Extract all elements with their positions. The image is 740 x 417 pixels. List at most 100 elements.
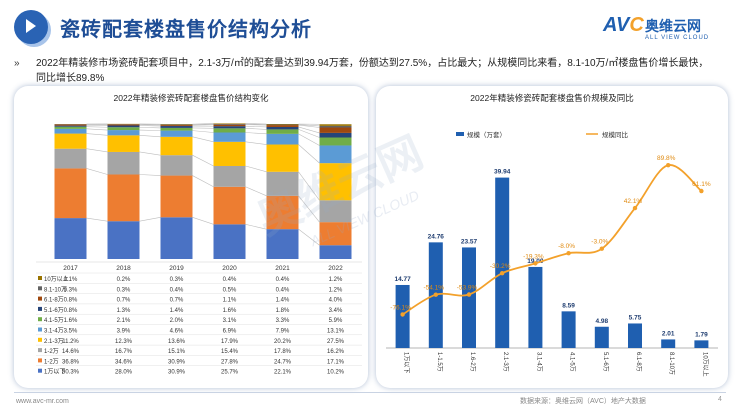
table-cell: 0.4% [276, 287, 290, 293]
stacked-bar-segment [266, 124, 299, 125]
stacked-bar-segment [319, 222, 352, 246]
scale-bar [661, 339, 676, 348]
table-cell: 6.9% [223, 329, 237, 335]
table-cell: 24.7% [274, 359, 292, 365]
stacked-bar-segment [213, 165, 246, 187]
table-cell: 7.9% [276, 329, 290, 335]
table-cell: 27.8% [221, 359, 239, 365]
series-connector-line [192, 123, 214, 125]
year-label: 2019 [169, 265, 184, 272]
yoy-value-label: -53.9% [457, 285, 478, 292]
stacked-bar-segment [213, 186, 246, 225]
legend-swatch [38, 317, 42, 322]
table-cell: 34.6% [115, 359, 133, 365]
table-cell: 0.4% [276, 277, 290, 283]
stacked-bar-segment [107, 127, 140, 131]
legend-label: 4.1-5万 [44, 317, 64, 324]
yoy-value-label: 42.1% [624, 198, 643, 205]
stacked-bar-segment [213, 126, 246, 129]
table-cell: 1.1% [223, 298, 237, 304]
series-connector-line [139, 216, 161, 222]
legend-swatch [38, 327, 42, 332]
stacked-bar-segment [160, 136, 193, 156]
scale-chart-title: 2022年精装修瓷砖配套楼盘售价规模及同比 [470, 93, 634, 103]
stacked-bar-segment [107, 130, 140, 136]
series-connector-line [192, 123, 214, 125]
stacked-bar-segment [54, 126, 87, 129]
stacked-bar-segment [107, 174, 140, 222]
series-connector-line [192, 130, 214, 133]
scale-bar [462, 247, 476, 348]
scale-chart: 规模（万套） 规模同比 14.77 1万以下 24.76 1-1.5万 23.57 1.6-2… [386, 130, 718, 377]
table-cell: 36.8% [62, 359, 80, 365]
table-cell: 4.6% [170, 329, 184, 335]
legend-line-label: 规模同比 [602, 130, 629, 139]
table-cell: 22.1% [274, 370, 292, 376]
series-connector-line [298, 124, 320, 128]
x-tick-label: 6.1-8万 [635, 352, 642, 372]
stacked-bar-segment [213, 124, 246, 125]
table-cell: 1.4% [276, 298, 290, 304]
table-cell: 16.2% [327, 349, 345, 355]
series-connector-line [245, 125, 267, 128]
logo-mark: AVC [603, 14, 644, 36]
yoy-point [533, 261, 538, 266]
stacked-bar-segment [160, 175, 193, 218]
table-cell: 4.0% [329, 298, 343, 304]
table-cell: 1.6% [64, 318, 78, 324]
legend-swatch [38, 337, 42, 342]
scale-chart-panel: 2022年精装修瓷砖配套楼盘售价规模及同比 规模（万套） 规模同比 14.77 1万以… [376, 86, 728, 388]
bar-value-label: 4.98 [595, 318, 608, 325]
legend-label: 8.1-10万 [44, 286, 67, 293]
year-label: 2021 [275, 265, 290, 272]
stacked-bar-segment [266, 171, 299, 196]
legend-swatch [38, 358, 42, 363]
table-cell: 0.2% [117, 277, 131, 283]
series-connector-line [245, 123, 267, 125]
x-tick-label: 1-1.5万 [436, 352, 443, 372]
stacked-bar-segment [213, 128, 246, 133]
bullet-icon: » [14, 58, 20, 69]
series-connector-line [298, 144, 320, 164]
table-cell: 27.5% [327, 339, 345, 345]
legend-label: 10万以上 [44, 275, 69, 283]
stacked-bar-segment [160, 155, 193, 176]
x-tick-label: 1万以下 [403, 352, 410, 373]
table-cell: 25.7% [221, 370, 239, 376]
x-tick-label: 3.1-4万 [535, 352, 542, 372]
stacked-bar-segment [266, 129, 299, 134]
stacked-bar-segment [160, 130, 193, 137]
series-connector-line [139, 151, 161, 156]
series-connector-line [139, 124, 161, 126]
yoy-point [699, 188, 704, 194]
stacked-bar-segment [54, 128, 87, 134]
series-connector-line [298, 124, 320, 127]
table-cell: 17.1% [327, 359, 345, 365]
table-cell: 16.7% [115, 349, 133, 355]
title-band: 瓷砖配套楼盘售价结构分析 [0, 8, 600, 48]
year-label: 2018 [116, 265, 131, 272]
table-cell: 1.8% [276, 308, 290, 314]
scale-bar [561, 311, 576, 348]
series-connector-line [86, 133, 108, 136]
series-connector-line [245, 123, 267, 125]
table-cell: 30.9% [168, 370, 186, 376]
yoy-value-label: -76.1% [390, 304, 411, 311]
legend-label: 1-2万 [44, 358, 59, 365]
stacked-bar-segment [213, 124, 246, 127]
yoy-value-label: 89.8% [657, 155, 676, 162]
series-connector-line [245, 132, 267, 135]
yoy-line [402, 164, 703, 316]
series-connector-line [86, 128, 108, 131]
series-connector-line [245, 165, 267, 173]
stacked-bar-segment [319, 200, 352, 223]
series-connector-line [139, 174, 161, 176]
table-cell: 0.3% [64, 287, 78, 293]
structure-chart-panel: 2022年精装修瓷砖配套楼盘售价结构变化 2017 2018 2019 2020 202… [14, 86, 368, 388]
table-cell: 1.2% [329, 287, 343, 293]
series-connector-line [139, 125, 161, 127]
stacked-bar-segment [266, 124, 299, 126]
legend-bar-swatch [456, 132, 464, 136]
stacked-bar-segment [160, 127, 193, 131]
